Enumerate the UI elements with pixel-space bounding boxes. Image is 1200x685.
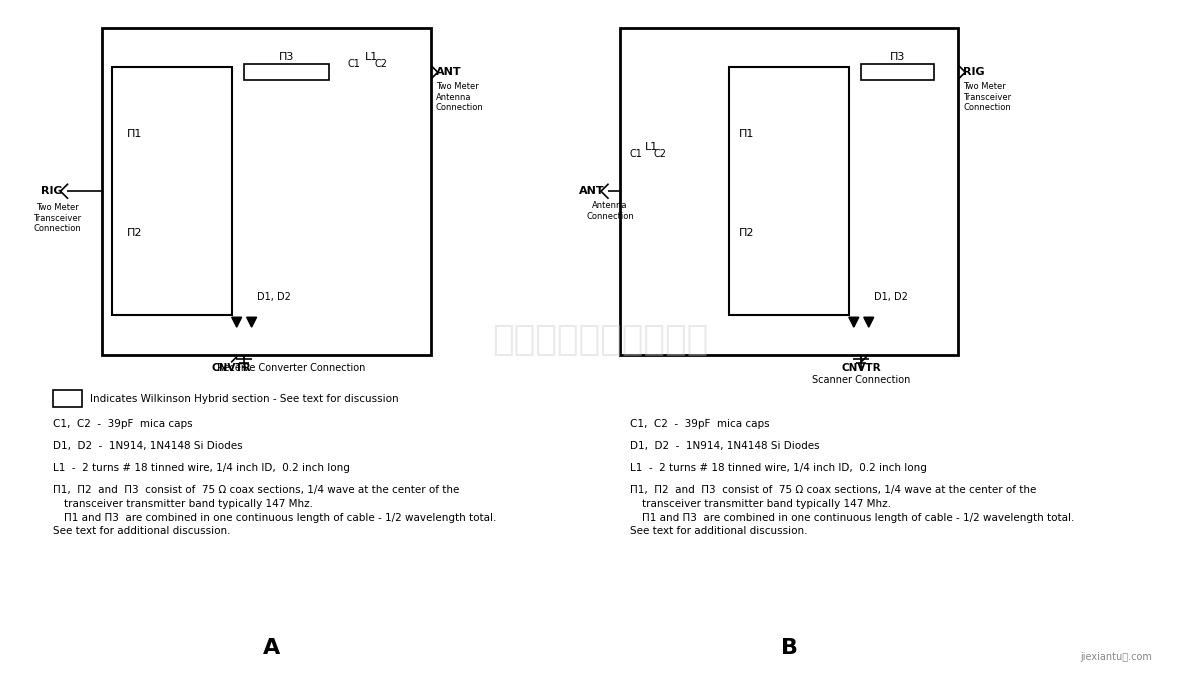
Bar [53, 390, 83, 408]
Text: L1  -  2 turns # 18 tinned wire, 1/4 inch ID,  0.2 inch long: L1 - 2 turns # 18 tinned wire, 1/4 inch … [630, 463, 926, 473]
Text: C1: C1 [348, 59, 360, 69]
Bar [244, 64, 329, 80]
Polygon shape [232, 317, 241, 327]
Text: C1,  C2  -  39pF  mica caps: C1, C2 - 39pF mica caps [53, 419, 192, 429]
Text: D1, D2: D1, D2 [874, 292, 907, 302]
Text: Π1: Π1 [739, 129, 755, 138]
Text: Two Meter
Antenna
Connection: Two Meter Antenna Connection [436, 82, 484, 112]
Text: Π1 and Π3  are combined in one continuous length of cable - 1/2 wavelength total: Π1 and Π3 are combined in one continuous… [642, 512, 1074, 523]
Text: Two Meter
Transceiver
Connection: Two Meter Transceiver Connection [34, 203, 82, 233]
Text: transceiver transmitter band typically 147 Mhz.: transceiver transmitter band typically 1… [65, 499, 313, 509]
Text: D1,  D2  -  1N914, 1N4148 Si Diodes: D1, D2 - 1N914, 1N4148 Si Diodes [630, 441, 820, 451]
Text: 杭州将睽科技有限公司: 杭州将睽科技有限公司 [492, 323, 708, 357]
Text: ANT: ANT [436, 67, 461, 77]
Text: D1, D2: D1, D2 [257, 292, 290, 302]
Bar [730, 67, 848, 315]
Text: transceiver transmitter band typically 147 Mhz.: transceiver transmitter band typically 1… [642, 499, 890, 509]
Text: Receive Converter Connection: Receive Converter Connection [217, 363, 366, 373]
Bar [102, 27, 431, 355]
Polygon shape [848, 317, 859, 327]
Text: B: B [781, 638, 798, 658]
Text: CNVTR: CNVTR [212, 363, 252, 373]
Text: Π3: Π3 [890, 52, 905, 62]
Text: C1,  C2  -  39pF  mica caps: C1, C2 - 39pF mica caps [630, 419, 769, 429]
Text: Two Meter
Transceiver
Connection: Two Meter Transceiver Connection [964, 82, 1012, 112]
Text: D1,  D2  -  1N914, 1N4148 Si Diodes: D1, D2 - 1N914, 1N4148 Si Diodes [53, 441, 242, 451]
Text: Π2: Π2 [127, 228, 143, 238]
Text: Indicates Wilkinson Hybrid section - See text for discussion: Indicates Wilkinson Hybrid section - See… [90, 394, 398, 403]
Bar [620, 27, 959, 355]
Text: RIG: RIG [964, 67, 985, 77]
Text: L1: L1 [365, 52, 378, 62]
Text: RIG: RIG [41, 186, 62, 196]
Text: L1  -  2 turns # 18 tinned wire, 1/4 inch ID,  0.2 inch long: L1 - 2 turns # 18 tinned wire, 1/4 inch … [53, 463, 349, 473]
Text: Antenna
Connection: Antenna Connection [586, 201, 634, 221]
Polygon shape [247, 317, 257, 327]
Text: CNVTR: CNVTR [841, 363, 881, 373]
Text: C1: C1 [629, 149, 642, 158]
Bar [860, 64, 935, 80]
Text: Π2: Π2 [739, 228, 755, 238]
Text: ANT: ANT [580, 186, 605, 196]
Text: Π1,  Π2  and  Π3  consist of  75 Ω coax sections, 1/4 wave at the center of the: Π1, Π2 and Π3 consist of 75 Ω coax secti… [630, 485, 1037, 495]
Text: jiexiantu图.com: jiexiantu图.com [1080, 652, 1152, 662]
Text: A: A [263, 638, 280, 658]
Text: C2: C2 [374, 59, 388, 69]
Text: Π3: Π3 [278, 52, 294, 62]
Text: C2: C2 [653, 149, 666, 158]
Text: Scanner Connection: Scanner Connection [812, 375, 911, 385]
Text: Π1 and Π3  are combined in one continuous length of cable - 1/2 wavelength total: Π1 and Π3 are combined in one continuous… [65, 512, 497, 523]
Text: Π1,  Π2  and  Π3  consist of  75 Ω coax sections, 1/4 wave at the center of the: Π1, Π2 and Π3 consist of 75 Ω coax secti… [53, 485, 458, 495]
Text: Π1: Π1 [127, 129, 143, 138]
Polygon shape [864, 317, 874, 327]
Text: See text for additional discussion.: See text for additional discussion. [630, 527, 808, 536]
Bar [113, 67, 232, 315]
Text: See text for additional discussion.: See text for additional discussion. [53, 527, 230, 536]
Text: L1: L1 [646, 142, 659, 151]
